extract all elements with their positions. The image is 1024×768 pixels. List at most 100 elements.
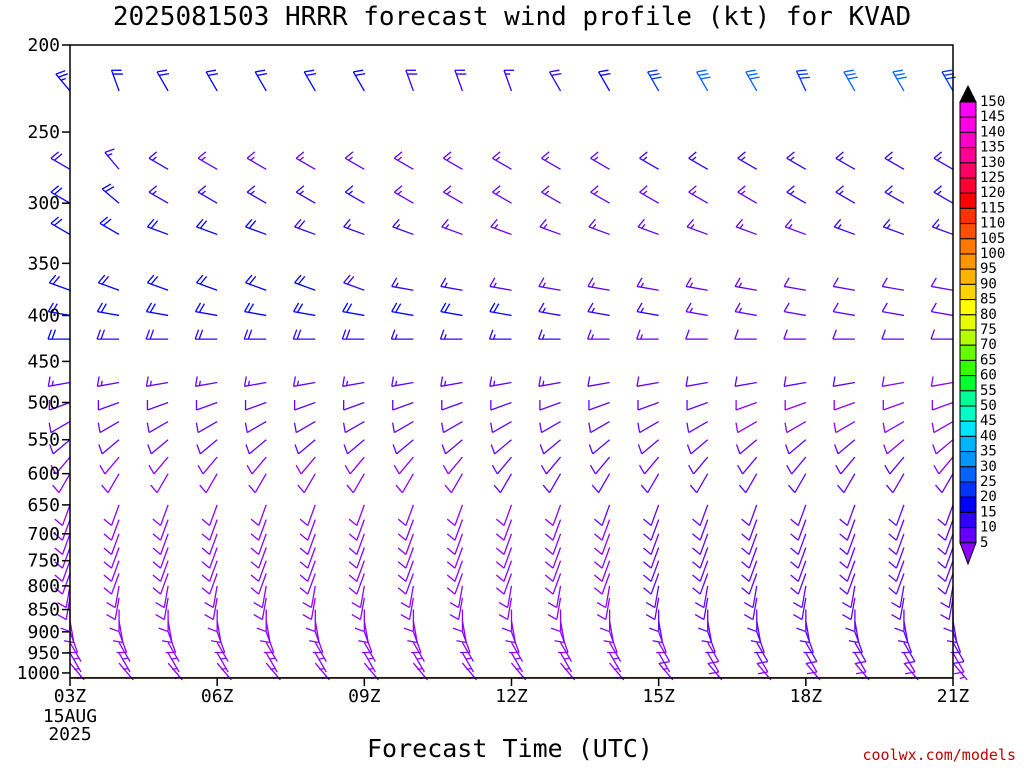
wind-barb [446,504,464,527]
y-axis: 200 250 300 350 400 450 500 550 600 650 700 750 800 8… [17,35,70,684]
wind-barb [493,473,513,494]
wind-barb [539,420,561,434]
wind-barb [299,573,316,595]
wind-barb [544,547,562,569]
wind-barb [195,218,218,236]
wind-barb [397,560,414,582]
wind-barb [931,218,954,236]
wind-barb [400,597,415,621]
wind-barb [246,185,267,204]
wind-barb [54,560,71,582]
wind-barb [686,439,709,455]
colorbar-swatch [959,131,977,149]
wind-barb [405,69,418,92]
wind-barb [97,274,120,291]
wind-barb [348,573,365,595]
wind-barb [640,473,660,494]
wind-barb [152,573,169,595]
wind-barb [694,585,709,609]
wind-barb [152,519,169,541]
wind-barb [544,504,562,527]
wind-barb [452,609,464,633]
wind-barb [737,151,758,170]
wind-barb [412,642,425,662]
wind-barb [495,519,513,541]
wind-barb [790,573,807,595]
wind-barb [787,473,807,494]
colorbar-swatch [959,329,977,346]
wind-barb [835,185,856,204]
wind-barb [201,560,218,582]
y-tick-label: 950 [27,643,60,664]
colorbar-swatch [959,405,977,422]
wind-barb [204,597,218,621]
colorbar-swatch [959,223,977,240]
wind-barb [303,69,317,92]
wind-barb [784,439,807,455]
wind-barb [201,504,218,527]
plot-frame [69,44,954,679]
wind-barb [440,302,463,317]
wind-barb [587,376,610,387]
wind-barb [299,560,316,582]
wind-barb [842,597,856,621]
wind-barb [587,329,610,340]
wind-barb [346,473,365,494]
wind-barb [735,439,758,455]
y-tick-label: 200 [27,35,60,56]
wind-barb [295,456,316,475]
wind-barb [783,277,806,291]
wind-barb [397,504,414,527]
wind-barb [786,151,807,170]
wind-barb [839,519,856,541]
wind-barb [299,547,316,569]
wind-barb [152,533,169,555]
wind-barb [735,420,758,434]
wind-barb [544,560,562,582]
wind-barb [52,473,71,494]
colorbar: 1501451401351301251201151101051009590858… [959,84,1005,566]
wind-barb [167,642,180,662]
wind-barb [638,456,660,475]
wind-barb [637,218,659,236]
wind-barb [884,185,905,204]
wind-barb [250,560,267,582]
wind-barb [547,585,562,609]
wind-barb [832,329,855,340]
wind-barb [843,69,858,92]
wind-barb [941,69,956,92]
colorbar-label: 10 [980,520,997,536]
wind-barb [352,69,366,92]
wind-barb [495,533,513,555]
wind-barb [96,302,120,317]
wind-barb [454,69,467,92]
wind-barb [250,504,267,527]
wind-barb [256,609,267,633]
wind-barb [250,519,267,541]
wind-barb [54,573,71,595]
colorbar-swatch [959,375,977,392]
wind-barbs [47,69,968,681]
wind-barb [783,302,806,317]
wind-barb [344,151,365,170]
colorbar-label: 15 [980,504,997,520]
wind-barb [342,302,365,317]
wind-barb [643,504,660,527]
x-tick-label: 03Z [54,686,87,707]
wind-barb [201,533,218,555]
wind-barb [795,69,810,92]
y-tick-label: 250 [27,122,60,143]
wind-barb [250,547,267,569]
wind-barb [104,148,120,170]
wind-barb [244,420,267,434]
wind-barb [588,420,610,434]
colorbar-label: 130 [980,155,1005,171]
wind-barb [342,420,365,434]
wind-barb [156,69,170,92]
wind-barb [743,585,758,609]
wind-barb [594,573,611,595]
wind-barb [594,560,611,582]
wind-barb [696,69,711,92]
wind-barb [292,329,316,340]
wind-barb [735,218,758,236]
